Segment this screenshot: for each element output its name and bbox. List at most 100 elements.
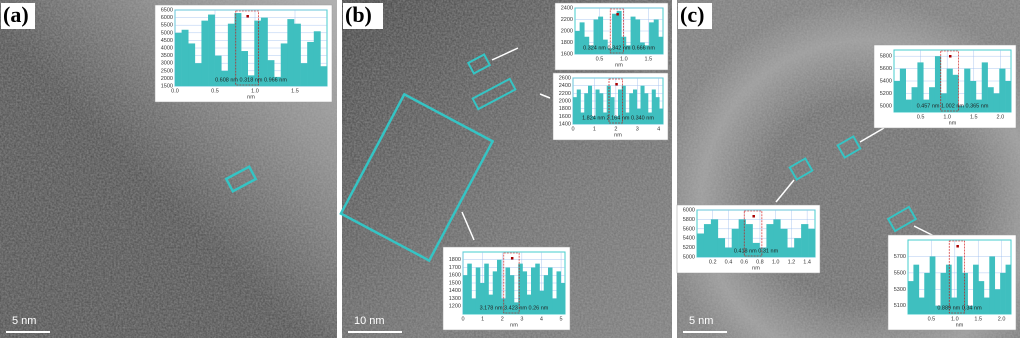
profile-bar: [522, 271, 528, 314]
measurement-annotation: 0.324 nm 0.342 nm 0.666 nm: [583, 45, 655, 51]
profile-bar: [588, 45, 594, 54]
label-bg: [1, 3, 35, 29]
profile-bar: [975, 99, 983, 112]
profile-bar: [287, 19, 295, 86]
profile-bar: [267, 60, 275, 86]
x-tick-label: 4: [657, 126, 660, 132]
profile-bar: [584, 36, 590, 54]
profile-bar: [633, 89, 638, 124]
x-tick-label: 1.5: [974, 316, 982, 322]
profile-bar: [644, 93, 649, 124]
profile-bar: [929, 256, 936, 314]
profile-bar: [752, 242, 760, 257]
profile-bar: [548, 267, 553, 314]
profile-bar: [260, 17, 268, 87]
profile-bar: [591, 116, 596, 124]
profile-bar: [951, 297, 958, 314]
profile-bar: [492, 271, 498, 314]
profile-bar: [655, 97, 660, 124]
x-axis-label: nm: [752, 265, 760, 271]
profile-inset: 5000 5200 5400 5600 5800 6000 0.2 0.4 0.6 0.8 1.0 1…: [676, 204, 821, 274]
profile-bar: [745, 224, 753, 257]
x-tick-label: 1.0: [951, 316, 959, 322]
y-tick-label: 5500: [894, 270, 906, 276]
profile-bar: [993, 93, 1000, 112]
profile-bar: [625, 112, 630, 124]
profile-inset: 5000 5200 5400 5600 5800 0.5 1.0 1.5 2.0 nm 0.457 …: [873, 44, 1017, 129]
profile-bar: [552, 298, 557, 314]
y-tick-label: 1400: [559, 121, 571, 127]
y-tick-label: 4000: [161, 45, 173, 51]
y-tick-label: 1500: [161, 83, 173, 89]
x-tick-label: 3: [520, 316, 523, 322]
x-tick-label: 0.4: [725, 259, 733, 265]
measure-box: [609, 8, 624, 54]
y-tick-label: 5300: [894, 287, 906, 293]
y-tick-label: 4500: [161, 38, 173, 44]
profile-bar: [635, 19, 641, 54]
profile-bar: [808, 228, 816, 257]
profile-bar: [488, 294, 494, 314]
profile-inset: 1600 1800 2000 2200 2400 0.5 1.0 1.5 nm 0.324 nm …: [554, 2, 669, 71]
measure-box: [948, 240, 965, 314]
marker: [510, 257, 514, 260]
profile-bar: [607, 48, 613, 54]
profile-bar: [616, 10, 622, 54]
profile-bar: [923, 99, 930, 112]
profile-bar: [610, 97, 615, 124]
profile-bar: [320, 66, 328, 86]
profile-bar: [917, 62, 924, 112]
panel-label: (b): [345, 2, 372, 27]
profile-bar: [307, 41, 315, 86]
profile-bar: [940, 272, 947, 314]
profile-bar: [967, 305, 974, 314]
measurement-annotation: 0.418 nm 0.31 nm: [734, 248, 779, 254]
profile-bar: [987, 87, 994, 112]
profile-inset: 5100 5300 5500 5700 0.5 1.0 1.5 2.0 nm 0.889 nm 0…: [887, 234, 1017, 331]
profile-bar: [621, 85, 626, 124]
profile-bar: [497, 259, 502, 314]
profile-bar: [543, 275, 549, 314]
y-tick-label: 1600: [449, 273, 461, 279]
profile-bar: [717, 238, 726, 257]
profile-bar: [509, 275, 515, 314]
y-tick-label: 5000: [161, 30, 173, 36]
profile-bar: [560, 283, 566, 314]
profile-bar: [929, 87, 936, 112]
y-tick-label: 3500: [161, 53, 173, 59]
profile-bar: [911, 87, 918, 112]
y-tick-label: 1700: [449, 265, 461, 271]
x-tick-label: 1.5: [970, 114, 978, 120]
profile-bar: [905, 99, 912, 112]
profile-bar: [908, 281, 914, 314]
profile-bar: [531, 267, 536, 314]
x-tick-label: 0.5: [596, 56, 604, 62]
profile-bar: [201, 20, 209, 86]
x-tick-label: 1: [593, 126, 596, 132]
profile-bar: [573, 97, 578, 124]
profile-bar: [935, 305, 941, 314]
profile-bar: [913, 264, 920, 314]
profile-bar: [940, 93, 947, 112]
profile-bar: [518, 263, 523, 314]
profile-bar: [1000, 272, 1006, 314]
profile-bar: [989, 256, 996, 314]
profile-bar: [983, 297, 990, 314]
y-tick-label: 1500: [449, 280, 461, 286]
measure-box: [608, 78, 623, 124]
profile-bar: [618, 89, 623, 124]
profile-bar: [221, 70, 229, 86]
profile-bar: [629, 93, 634, 124]
profile-bar: [556, 271, 562, 314]
marker: [246, 15, 249, 18]
profile-bar: [588, 85, 593, 124]
profile-bar: [247, 75, 255, 86]
profile-bar: [599, 93, 604, 124]
profile-bar: [703, 224, 712, 257]
x-tick-label: 2.0: [997, 114, 1005, 120]
measurement-annotation: 0.608 nm 0.318 nm 0.966 nm: [215, 77, 287, 83]
profile-bar: [653, 19, 659, 54]
x-tick-label: 0.8: [756, 259, 764, 265]
